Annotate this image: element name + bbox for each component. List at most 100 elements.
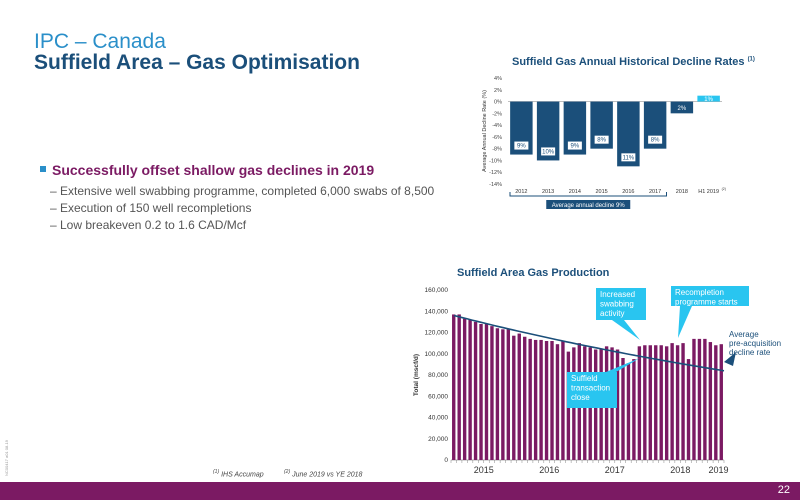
production-x-tick-label: 2015 — [474, 465, 494, 475]
decline-y-tick-label: -12% — [489, 170, 502, 176]
callout-box — [671, 286, 749, 306]
main-bullet: Successfully offset shallow gas declines… — [40, 162, 374, 178]
decline-annotation: Average annual decline 9% — [552, 203, 626, 209]
decline-x-tick-label: 2017 — [649, 189, 661, 195]
decline-data-label: 10% — [542, 149, 555, 155]
decline-y-tick-label: -2% — [492, 111, 502, 117]
side-label-text: pre-acquisition — [729, 339, 781, 348]
decline-data-label-box — [621, 153, 636, 162]
production-bar — [495, 328, 500, 460]
production-bar — [468, 319, 472, 460]
production-bar — [555, 344, 560, 460]
decline-x-tick-label: 2016 — [622, 189, 634, 195]
production-bar — [714, 345, 718, 460]
production-bar — [452, 314, 456, 460]
production-bar — [490, 326, 494, 460]
decline-data-label-box — [648, 135, 663, 144]
decline-data-label: 11% — [623, 155, 635, 161]
decline-data-label-box — [594, 135, 609, 144]
decline-bar — [563, 101, 587, 155]
production-bar — [512, 335, 516, 460]
production-bar — [686, 359, 691, 460]
production-y-tick-label: 80,000 — [428, 372, 448, 379]
production-x-tick-label: 2018 — [670, 465, 690, 475]
production-bar — [539, 339, 543, 460]
callout-text: Recompletion — [675, 288, 724, 297]
production-bar — [615, 349, 620, 460]
callout-text: programme starts — [675, 298, 738, 307]
callout-text: close — [571, 393, 590, 402]
production-bar — [670, 343, 674, 460]
decline-y-tick-label: -14% — [489, 182, 502, 188]
production-bar — [550, 341, 554, 460]
production-x-tick-label: 2017 — [605, 465, 625, 475]
production-bar — [501, 329, 505, 460]
production-bar — [523, 336, 527, 460]
decline-x-tick-label: 2015 — [596, 189, 608, 195]
sub-bullet-3: – Low breakeven 0.2 to 1.6 CAD/Mcf — [50, 218, 247, 232]
callout-pointer — [612, 320, 640, 340]
production-bar — [632, 359, 636, 460]
page-supertitle: IPC – Canada — [34, 30, 166, 53]
sub-bullet-1: – Extensive well swabbing programme, com… — [50, 184, 435, 198]
production-x-tick-label: 2016 — [539, 465, 559, 475]
decline-y-tick-label: 0% — [494, 100, 502, 106]
callout-box — [596, 288, 646, 320]
production-y-tick-label: 0 — [444, 457, 448, 464]
decline-data-label: 8% — [597, 138, 606, 144]
production-bar — [675, 345, 680, 460]
decline-x-tick-label: 2013 — [542, 189, 554, 195]
production-bar — [664, 346, 669, 460]
production-bar — [462, 318, 467, 460]
decline-y-tick-label: -6% — [492, 135, 502, 141]
decline-annotation-box — [546, 200, 631, 209]
production-bar — [681, 343, 685, 460]
footnote-1-text: IHS Accumap — [221, 471, 264, 479]
production-y-axis-label: Total (mscf/d) — [413, 354, 420, 396]
side-label-arrow-icon — [724, 352, 736, 366]
callout-text: swabbing — [600, 300, 634, 309]
production-bar — [654, 345, 658, 460]
decline-data-label: 1% — [704, 97, 713, 103]
decline-chart-title-text: Suffield Gas Annual Historical Decline R… — [512, 56, 745, 68]
decline-data-label: 2% — [678, 106, 687, 112]
page-title: Suffield Area – Gas Optimisation — [34, 51, 360, 74]
side-label-text: decline rate — [729, 348, 771, 357]
footnote-2-text: June 2019 vs YE 2018 — [292, 471, 363, 479]
production-bar — [626, 363, 631, 460]
decline-x-tick-label: H1 2019 — [698, 189, 719, 195]
production-y-tick-label: 20,000 — [428, 436, 448, 443]
production-bar — [484, 324, 489, 460]
decline-chart-title: Suffield Gas Annual Historical Decline R… — [512, 56, 755, 68]
footnote-2-mark: (2) — [284, 469, 291, 475]
production-decline-curve — [453, 314, 725, 372]
document-code: NC00417 a01 08-19 — [4, 439, 9, 476]
production-bar — [703, 338, 707, 460]
production-bar — [621, 358, 625, 460]
production-bar — [648, 345, 652, 460]
decline-y-axis-label: Average Annual Decline Rate (%) — [482, 90, 488, 172]
production-bar — [719, 344, 723, 460]
decline-data-label-box — [541, 147, 556, 156]
production-y-tick-label: 60,000 — [428, 393, 448, 400]
production-y-tick-label: 40,000 — [428, 415, 448, 422]
decline-y-tick-label: 2% — [494, 88, 502, 94]
production-bar — [528, 338, 532, 460]
production-bar — [506, 329, 511, 460]
production-bar — [708, 342, 713, 460]
decline-bracket — [509, 192, 667, 197]
callout-text: activity — [600, 309, 624, 318]
production-y-tick-label: 120,000 — [425, 330, 449, 337]
page-number: 22 — [777, 484, 790, 496]
decline-bar — [670, 101, 694, 114]
decline-x-tick-label: 2012 — [515, 189, 527, 195]
production-bar — [479, 324, 483, 460]
decline-y-tick-label: -8% — [492, 147, 502, 153]
decline-data-label-box — [567, 141, 582, 150]
production-y-tick-label: 140,000 — [425, 308, 449, 315]
side-label-text: Average — [729, 330, 759, 339]
decline-data-label: 8% — [651, 138, 660, 144]
decline-data-label: 9% — [517, 144, 526, 150]
decline-data-label: 9% — [571, 144, 580, 150]
callout-text: Suffield — [571, 374, 598, 383]
